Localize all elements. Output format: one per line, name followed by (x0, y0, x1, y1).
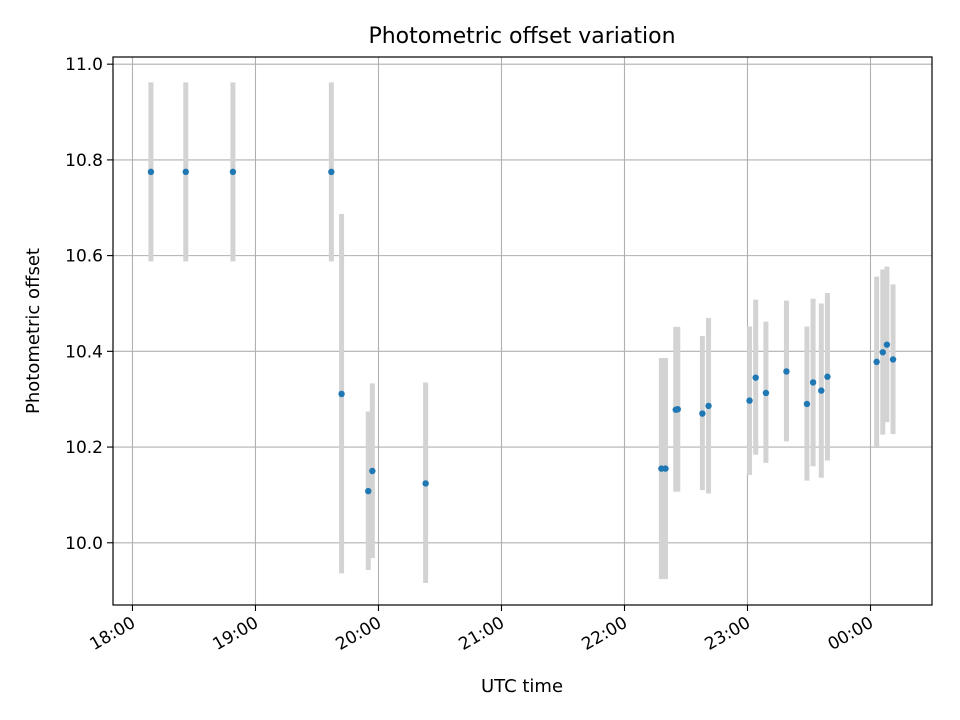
data-point (803, 400, 811, 408)
data-point (422, 480, 429, 487)
data-point (873, 358, 880, 366)
y-axis-ticks: 10.0 10.2 10.4 10.6 10.8 11.0 (65, 55, 113, 554)
y-tick-label: 11.0 (65, 55, 103, 75)
data-point (883, 341, 891, 348)
data-point (328, 168, 335, 176)
y-tick-label: 10.2 (65, 438, 103, 458)
plot-frame (112, 56, 933, 606)
data-point (147, 168, 155, 176)
data-point (746, 397, 753, 404)
y-tick-label: 10.4 (65, 342, 103, 362)
data-point (182, 168, 189, 176)
data-point (699, 410, 706, 417)
data-point (229, 168, 237, 176)
data-point (662, 465, 669, 472)
data-point (824, 373, 831, 380)
x-axis-label: UTC time (481, 676, 563, 697)
data-point (705, 402, 712, 410)
data-point (879, 349, 886, 356)
data-point (783, 368, 790, 375)
data-point (752, 374, 759, 381)
data-point (369, 467, 376, 475)
data-point (762, 389, 770, 397)
y-axis-label: Photometric offset (23, 248, 44, 414)
data-point (818, 387, 825, 394)
y-tick-label: 10.8 (65, 151, 103, 171)
y-tick-label: 10.6 (65, 247, 103, 267)
data-point (809, 379, 817, 386)
data-point (365, 487, 372, 495)
chart-title: Photometric offset variation (368, 24, 675, 49)
data-point (889, 356, 897, 363)
y-tick-label: 10.0 (65, 534, 103, 554)
data-point (674, 406, 681, 413)
data-points (147, 168, 897, 495)
data-point (338, 390, 345, 398)
